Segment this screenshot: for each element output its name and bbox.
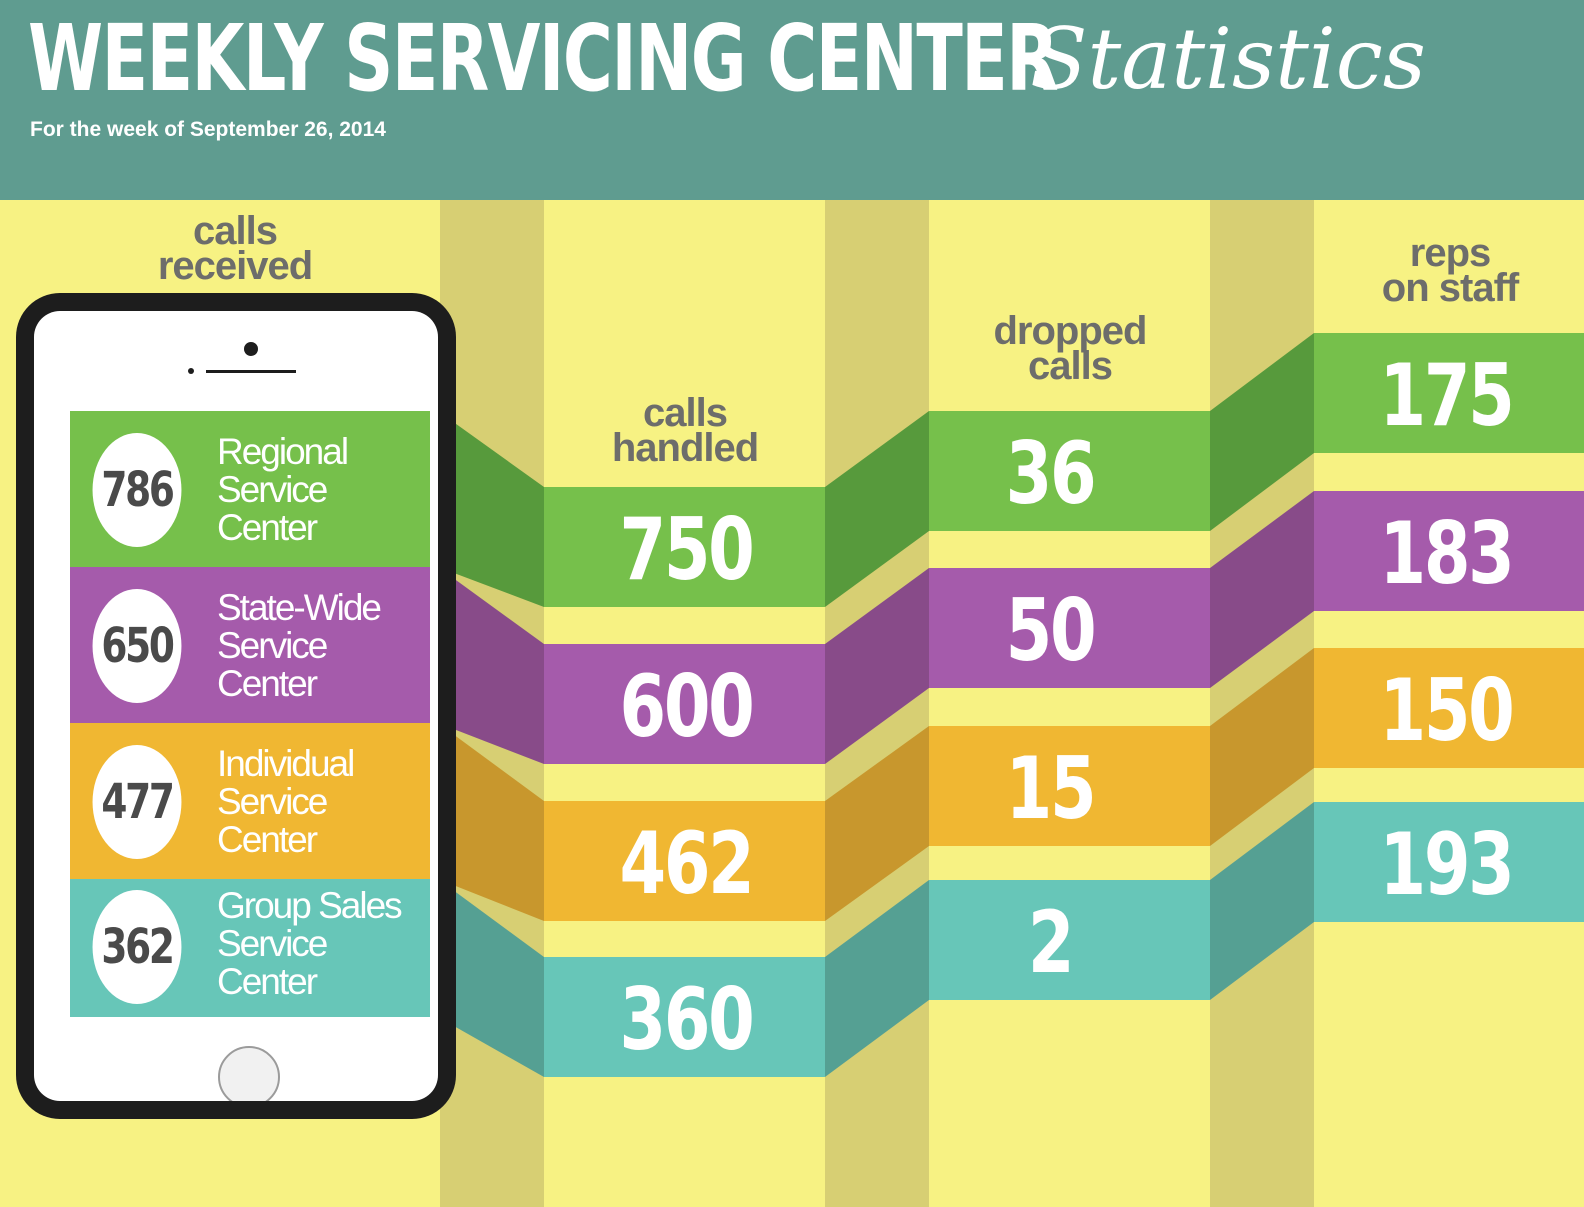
column-label-line: calls <box>193 209 278 253</box>
ribbon-band <box>929 726 1210 846</box>
ribbon-connector <box>1210 648 1314 846</box>
camera-icon <box>244 342 258 356</box>
center-row-group-sales: 362 Group Sales Service Center <box>70 879 430 1017</box>
ribbon-connector <box>825 568 929 764</box>
ribbon-band <box>544 801 825 921</box>
column-label-line: on staff <box>1381 266 1519 310</box>
column-label-reps-on-staff: reps on staff <box>1335 231 1565 310</box>
page-title: WEEKLY SERVICING CENTER <box>28 5 1059 112</box>
center-name: Group Sales Service Center <box>217 885 403 1002</box>
ribbon-connector <box>438 723 544 921</box>
center-name-line: Service <box>217 469 328 510</box>
stat-value: 183 <box>1380 504 1513 604</box>
page-title-script: Statistics <box>1030 10 1426 108</box>
center-name-line: State-Wide <box>217 587 382 628</box>
stat-value: 36 <box>1006 424 1095 524</box>
ribbon-band <box>1314 491 1584 611</box>
stat-value: 150 <box>1380 661 1513 761</box>
ribbon-band <box>929 880 1210 1000</box>
column-label-line: received <box>157 244 313 288</box>
column-label-line: calls <box>1028 344 1113 388</box>
ribbon-band <box>544 957 825 1077</box>
ribbon-connector <box>438 567 544 764</box>
ribbon-connector <box>825 726 929 921</box>
ribbon-band <box>929 568 1210 688</box>
ribbon-connector <box>1210 491 1314 688</box>
ribbon-connector <box>1210 333 1314 531</box>
stat-value: 750 <box>620 500 753 600</box>
ribbon-band <box>1314 802 1584 922</box>
calls-received-badge: 786 <box>92 433 182 547</box>
column-label-line: calls <box>643 391 728 435</box>
stat-value: 462 <box>620 814 753 914</box>
ribbon-connector <box>438 411 544 607</box>
header-banner: WEEKLY SERVICING CENTER Statistics For t… <box>0 0 1584 200</box>
stat-value: 360 <box>620 970 753 1070</box>
center-name-line: Service <box>217 923 328 964</box>
speaker-icon <box>206 370 296 373</box>
center-name-line: Group Sales <box>217 885 403 926</box>
center-name-line: Regional <box>217 431 349 472</box>
calls-received-badge: 650 <box>92 589 182 703</box>
ribbon-connector <box>825 880 929 1077</box>
stat-value: 15 <box>1006 739 1095 839</box>
ribbons-group: 750 36 175 600 50 183 462 15 150 360 2 193 <box>438 333 1584 1077</box>
center-row-state-wide: 650 State-Wide Service Center <box>70 567 430 723</box>
column-label-calls-handled: calls handled <box>570 391 800 470</box>
center-name-line: Center <box>217 819 318 860</box>
ribbon-connector <box>1210 802 1314 1000</box>
center-row-regional: 786 Regional Service Center <box>70 411 430 567</box>
stat-value: 50 <box>1006 581 1095 681</box>
ribbon-band <box>544 644 825 764</box>
center-name-line: Individual <box>217 743 355 784</box>
column-label-line: dropped <box>993 309 1148 353</box>
stat-value: 600 <box>620 657 753 757</box>
center-name: Individual Service Center <box>217 743 355 860</box>
column-label-line: reps <box>1409 231 1492 275</box>
ribbon-connector <box>438 879 544 1077</box>
center-name-line: Service <box>217 625 328 666</box>
center-name: Regional Service Center <box>217 431 349 548</box>
calls-received-badge: 477 <box>92 745 182 859</box>
center-name: State-Wide Service Center <box>217 587 382 704</box>
phone-screen: 786 Regional Service Center 650 State-Wi… <box>34 311 438 1101</box>
stat-value: 2 <box>1028 893 1072 993</box>
calls-received-badge: 362 <box>92 890 182 1004</box>
center-row-individual: 477 Individual Service Center <box>70 723 430 879</box>
center-name-line: Center <box>217 507 318 548</box>
center-name-line: Center <box>217 961 318 1002</box>
ribbon-band <box>929 411 1210 531</box>
column-label-calls-received: calls received <box>120 209 350 288</box>
ribbon-band <box>1314 333 1584 453</box>
home-button-icon <box>218 1046 280 1101</box>
center-name-line: Center <box>217 663 318 704</box>
ribbon-connector <box>825 411 929 607</box>
column-label-line: handled <box>611 426 759 470</box>
stat-value: 193 <box>1380 815 1513 915</box>
center-name-line: Service <box>217 781 328 822</box>
sensor-icon <box>188 368 194 374</box>
phone-illustration: 786 Regional Service Center 650 State-Wi… <box>16 293 456 1119</box>
ribbon-band <box>1314 648 1584 768</box>
column-label-dropped-calls: dropped calls <box>955 309 1185 388</box>
stat-value: 175 <box>1380 346 1513 446</box>
ribbon-band <box>544 487 825 607</box>
page-subtitle: For the week of September 26, 2014 <box>30 118 386 141</box>
